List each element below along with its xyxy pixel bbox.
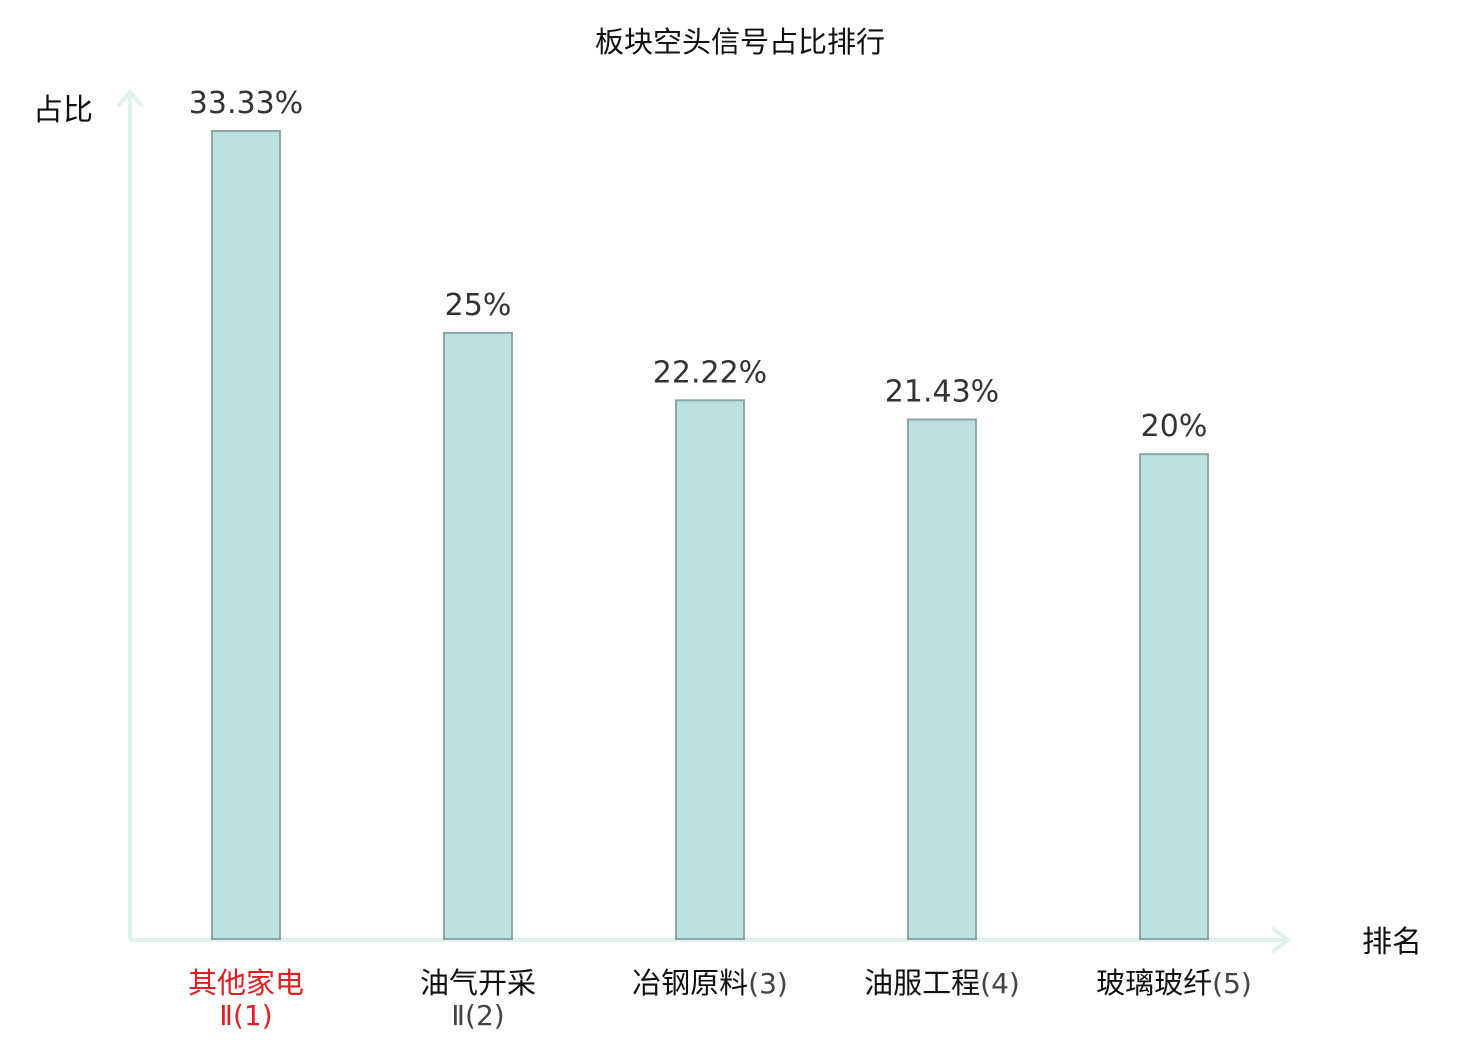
y-axis-arrow	[116, 88, 144, 108]
chart-title: 板块空头信号占比排行	[595, 25, 885, 59]
rank-label-5: (5)	[1212, 967, 1252, 1000]
category-label-5: 玻璃玻纤(5)	[1096, 966, 1252, 1000]
rank-label-3: (3)	[748, 967, 788, 1000]
value-label-3: 22.22%	[653, 355, 767, 390]
rank-label-2: Ⅱ(2)	[451, 999, 504, 1032]
x-axis-label: 排名	[1362, 925, 1422, 960]
y-axis	[116, 88, 144, 940]
category-label-1: 其他家电	[188, 966, 304, 1000]
bar-2	[443, 331, 513, 940]
bar-4	[907, 418, 977, 940]
value-label-4: 21.43%	[885, 374, 999, 409]
category-label-2: 油气开采	[420, 966, 536, 1000]
category-label-4: 油服工程(4)	[864, 966, 1020, 1000]
bar-1	[211, 130, 281, 940]
value-labels-group: 33.33% 25% 22.22% 21.43% 20%	[189, 86, 1208, 444]
bar-3	[675, 399, 745, 941]
value-label-5: 20%	[1141, 409, 1208, 444]
category-label-3: 冶钢原料(3)	[632, 966, 788, 1000]
value-label-1: 33.33%	[189, 86, 303, 121]
rank-label-1: Ⅱ(1)	[219, 999, 272, 1032]
value-label-2: 25%	[445, 288, 512, 323]
y-axis-label: 占比	[33, 93, 93, 128]
bars-group	[211, 130, 1209, 941]
bar-5	[1139, 453, 1209, 940]
rank-label-4: (4)	[980, 967, 1020, 1000]
x-axis-arrow	[1270, 926, 1292, 954]
